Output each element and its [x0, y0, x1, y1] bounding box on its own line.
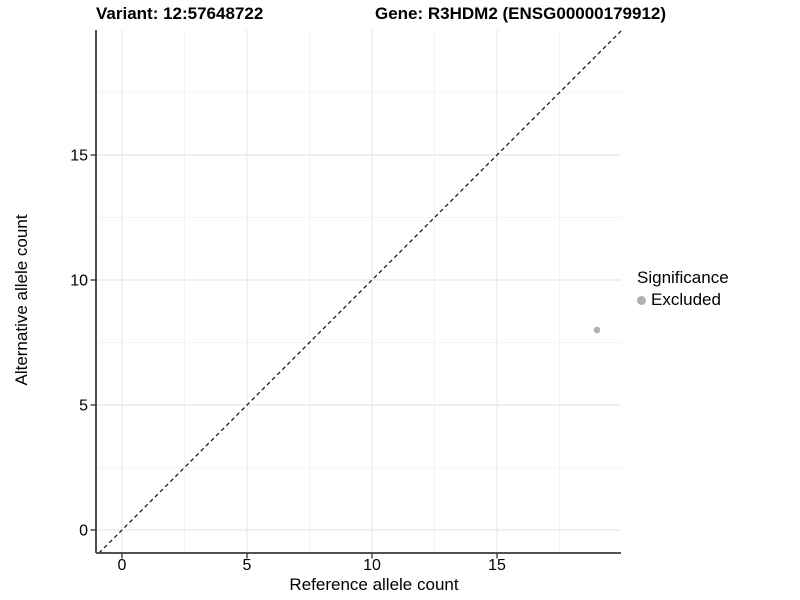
legend-key-dot [637, 295, 646, 305]
x-tick-label: 10 [363, 557, 381, 574]
legend-item: Excluded [637, 290, 729, 310]
y-tick-label: 10 [70, 273, 88, 290]
x-tick-label: 15 [488, 557, 506, 574]
y-tick-label: 15 [70, 148, 88, 165]
identity-line [98, 30, 622, 554]
plot-title-variant: Variant: 12:57648722 [96, 4, 264, 23]
legend-item-label: Excluded [651, 290, 721, 309]
y-tick-label: 5 [79, 398, 88, 415]
plot-title-gene: Gene: R3HDM2 (ENSG00000179912) [375, 4, 667, 23]
x-tick-label: 0 [118, 557, 127, 574]
y-axis-title: Alternative allele count [12, 214, 31, 386]
x-axis-title: Reference allele count [289, 575, 459, 594]
legend: Significance Excluded [637, 268, 729, 310]
y-tick-label: 0 [79, 523, 88, 540]
data-point [593, 326, 601, 334]
legend-title: Significance [637, 268, 729, 287]
legend-items: Excluded [637, 290, 729, 310]
x-tick-label: 5 [243, 557, 252, 574]
